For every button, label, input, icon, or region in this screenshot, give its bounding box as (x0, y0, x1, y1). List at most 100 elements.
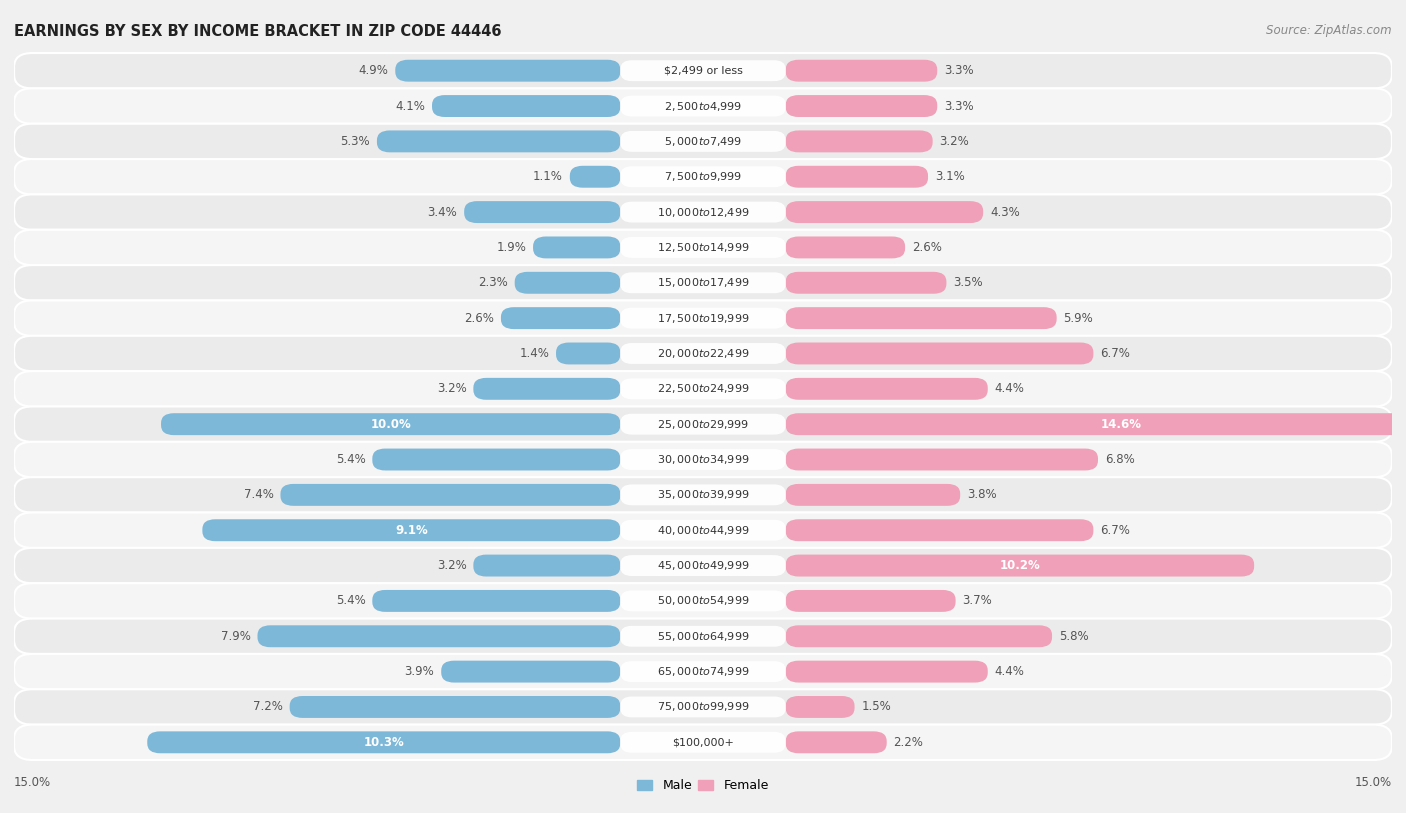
FancyBboxPatch shape (620, 520, 786, 541)
FancyBboxPatch shape (620, 414, 786, 435)
FancyBboxPatch shape (620, 308, 786, 328)
Text: 6.8%: 6.8% (1105, 453, 1135, 466)
FancyBboxPatch shape (162, 413, 620, 435)
FancyBboxPatch shape (257, 625, 620, 647)
Text: 3.3%: 3.3% (945, 99, 974, 112)
FancyBboxPatch shape (786, 272, 946, 293)
FancyBboxPatch shape (148, 732, 620, 754)
Text: EARNINGS BY SEX BY INCOME BRACKET IN ZIP CODE 44446: EARNINGS BY SEX BY INCOME BRACKET IN ZIP… (14, 24, 502, 39)
FancyBboxPatch shape (533, 237, 620, 259)
FancyBboxPatch shape (786, 378, 988, 400)
FancyBboxPatch shape (786, 449, 1098, 471)
FancyBboxPatch shape (786, 625, 1052, 647)
FancyBboxPatch shape (786, 166, 928, 188)
FancyBboxPatch shape (373, 449, 620, 471)
Text: 3.5%: 3.5% (953, 276, 983, 289)
FancyBboxPatch shape (280, 484, 620, 506)
FancyBboxPatch shape (14, 724, 1392, 760)
Text: 7.9%: 7.9% (221, 630, 250, 643)
FancyBboxPatch shape (620, 202, 786, 223)
Text: 1.4%: 1.4% (519, 347, 550, 360)
Text: 6.7%: 6.7% (1101, 347, 1130, 360)
FancyBboxPatch shape (395, 59, 620, 81)
FancyBboxPatch shape (620, 626, 786, 646)
FancyBboxPatch shape (786, 307, 1057, 329)
Text: $2,499 or less: $2,499 or less (664, 66, 742, 76)
Text: 3.8%: 3.8% (967, 489, 997, 502)
FancyBboxPatch shape (620, 449, 786, 470)
FancyBboxPatch shape (515, 272, 620, 293)
FancyBboxPatch shape (14, 654, 1392, 689)
FancyBboxPatch shape (14, 619, 1392, 654)
Text: 15.0%: 15.0% (1355, 776, 1392, 789)
FancyBboxPatch shape (290, 696, 620, 718)
FancyBboxPatch shape (786, 95, 938, 117)
Text: 2.2%: 2.2% (894, 736, 924, 749)
Text: 6.7%: 6.7% (1101, 524, 1130, 537)
Text: Source: ZipAtlas.com: Source: ZipAtlas.com (1267, 24, 1392, 37)
FancyBboxPatch shape (14, 372, 1392, 406)
FancyBboxPatch shape (202, 520, 620, 541)
Text: $2,500 to $4,999: $2,500 to $4,999 (664, 99, 742, 112)
Text: 5.8%: 5.8% (1059, 630, 1088, 643)
Text: $5,000 to $7,499: $5,000 to $7,499 (664, 135, 742, 148)
FancyBboxPatch shape (474, 378, 620, 400)
FancyBboxPatch shape (620, 697, 786, 717)
FancyBboxPatch shape (474, 554, 620, 576)
Text: 5.4%: 5.4% (336, 453, 366, 466)
FancyBboxPatch shape (14, 548, 1392, 583)
Text: $65,000 to $74,999: $65,000 to $74,999 (657, 665, 749, 678)
FancyBboxPatch shape (14, 689, 1392, 724)
Text: 2.6%: 2.6% (912, 241, 942, 254)
Legend: Male, Female: Male, Female (633, 774, 773, 798)
Text: 7.4%: 7.4% (243, 489, 274, 502)
FancyBboxPatch shape (14, 265, 1392, 301)
Text: 1.5%: 1.5% (862, 701, 891, 714)
Text: 9.1%: 9.1% (395, 524, 427, 537)
Text: 5.9%: 5.9% (1063, 311, 1094, 324)
FancyBboxPatch shape (786, 554, 1254, 576)
FancyBboxPatch shape (377, 130, 620, 152)
Text: $45,000 to $49,999: $45,000 to $49,999 (657, 559, 749, 572)
FancyBboxPatch shape (555, 342, 620, 364)
Text: 10.3%: 10.3% (363, 736, 404, 749)
FancyBboxPatch shape (14, 124, 1392, 159)
Text: 15.0%: 15.0% (14, 776, 51, 789)
Text: 10.0%: 10.0% (370, 418, 411, 431)
FancyBboxPatch shape (501, 307, 620, 329)
FancyBboxPatch shape (786, 484, 960, 506)
FancyBboxPatch shape (620, 661, 786, 682)
Text: 4.9%: 4.9% (359, 64, 388, 77)
Text: $22,500 to $24,999: $22,500 to $24,999 (657, 382, 749, 395)
FancyBboxPatch shape (786, 696, 855, 718)
FancyBboxPatch shape (14, 336, 1392, 372)
FancyBboxPatch shape (786, 732, 887, 754)
FancyBboxPatch shape (14, 230, 1392, 265)
Text: $40,000 to $44,999: $40,000 to $44,999 (657, 524, 749, 537)
Text: $10,000 to $12,499: $10,000 to $12,499 (657, 206, 749, 219)
FancyBboxPatch shape (373, 590, 620, 612)
FancyBboxPatch shape (786, 237, 905, 259)
Text: 2.6%: 2.6% (464, 311, 494, 324)
Text: $35,000 to $39,999: $35,000 to $39,999 (657, 489, 749, 502)
Text: $75,000 to $99,999: $75,000 to $99,999 (657, 701, 749, 714)
FancyBboxPatch shape (786, 661, 988, 683)
Text: $100,000+: $100,000+ (672, 737, 734, 747)
Text: 4.1%: 4.1% (395, 99, 425, 112)
FancyBboxPatch shape (786, 413, 1406, 435)
FancyBboxPatch shape (620, 555, 786, 576)
FancyBboxPatch shape (786, 590, 956, 612)
FancyBboxPatch shape (464, 201, 620, 223)
FancyBboxPatch shape (14, 477, 1392, 512)
FancyBboxPatch shape (14, 583, 1392, 619)
FancyBboxPatch shape (14, 512, 1392, 548)
Text: $55,000 to $64,999: $55,000 to $64,999 (657, 630, 749, 643)
Text: 4.4%: 4.4% (994, 382, 1025, 395)
FancyBboxPatch shape (786, 59, 938, 81)
FancyBboxPatch shape (14, 159, 1392, 194)
Text: 5.3%: 5.3% (340, 135, 370, 148)
FancyBboxPatch shape (14, 301, 1392, 336)
Text: $15,000 to $17,499: $15,000 to $17,499 (657, 276, 749, 289)
Text: 4.4%: 4.4% (994, 665, 1025, 678)
Text: 5.4%: 5.4% (336, 594, 366, 607)
